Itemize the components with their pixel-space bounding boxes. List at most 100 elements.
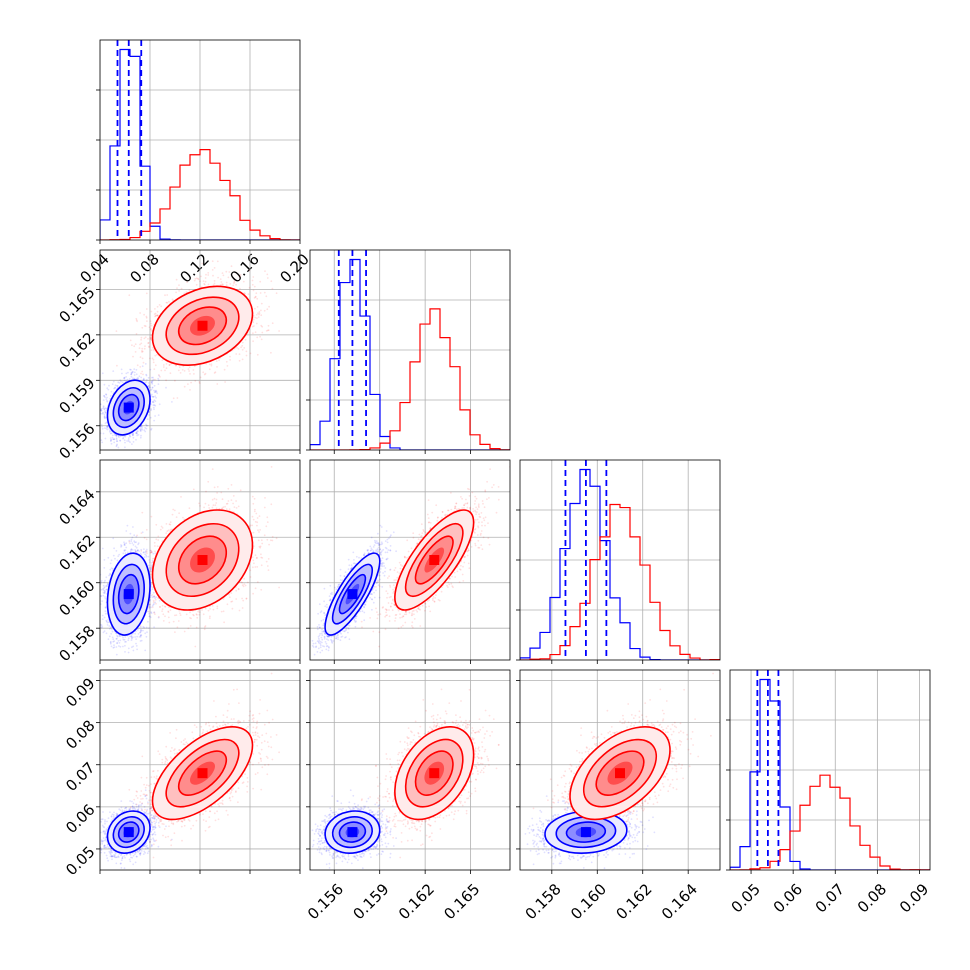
- scatter-point: [131, 371, 134, 374]
- scatter-point: [175, 278, 178, 281]
- scatter-point: [171, 401, 173, 403]
- scatter-point: [104, 410, 106, 412]
- scatter-point: [201, 262, 204, 265]
- scatter-point: [149, 368, 152, 371]
- scatter-point: [113, 438, 116, 441]
- scatter-point: [251, 279, 254, 282]
- scatter-point: [153, 399, 156, 402]
- scatter-point: [174, 379, 176, 382]
- scatter-point: [116, 384, 119, 387]
- scatter-point: [139, 429, 142, 432]
- scatter-point: [158, 403, 161, 406]
- scatter-point: [147, 385, 150, 388]
- scatter-point: [141, 357, 144, 360]
- scatter-point: [107, 388, 110, 391]
- scatter-point: [244, 292, 246, 295]
- scatter-point: [171, 298, 174, 301]
- scatter-point: [165, 379, 168, 382]
- scatter-point: [258, 311, 261, 313]
- scatter-point: [140, 338, 143, 341]
- scatter-point: [145, 315, 148, 318]
- scatter-point: [148, 386, 151, 389]
- scatter-point: [145, 379, 148, 381]
- scatter-point: [168, 363, 171, 366]
- scatter-point: [211, 260, 214, 263]
- scatter-point: [125, 372, 128, 375]
- scatter-point: [154, 400, 157, 403]
- scatter-point: [238, 359, 241, 362]
- scatter-point: [152, 378, 155, 381]
- scatter-point: [182, 365, 185, 368]
- scatter-point: [141, 350, 143, 352]
- scatter-point: [101, 427, 104, 430]
- scatter-point: [235, 283, 238, 286]
- scatter-point: [241, 348, 244, 351]
- scatter-point: [119, 439, 122, 442]
- scatter-point: [155, 389, 157, 392]
- scatter-point: [229, 283, 232, 285]
- scatter-point: [132, 434, 134, 437]
- scatter-point: [152, 400, 155, 403]
- scatter-point: [111, 436, 114, 439]
- scatter-point: [130, 368, 132, 371]
- scatter-point: [138, 347, 141, 350]
- scatter-point: [150, 310, 153, 313]
- scatter-point: [146, 320, 148, 322]
- scatter-point: [157, 374, 160, 376]
- scatter-point: [202, 280, 205, 282]
- scatter-point: [153, 313, 156, 315]
- scatter-point: [222, 283, 224, 286]
- scatter-point: [121, 381, 124, 383]
- scatter-point: [91, 441, 93, 443]
- scatter-point: [119, 435, 122, 438]
- scatter-point: [156, 314, 159, 316]
- scatter-point: [215, 360, 218, 362]
- scatter-point: [193, 279, 196, 282]
- scatter-point: [260, 314, 263, 317]
- scatter-point: [261, 331, 264, 334]
- scatter-point: [139, 428, 142, 431]
- scatter-point: [102, 407, 105, 410]
- scatter-point: [131, 344, 133, 347]
- scatter-point: [104, 427, 106, 429]
- scatter-point: [150, 428, 153, 431]
- scatter-point: [123, 379, 126, 382]
- scatter-point: [102, 432, 105, 435]
- scatter-point: [181, 369, 184, 371]
- scatter-point: [189, 373, 191, 375]
- scatter-point: [104, 422, 107, 425]
- scatter-point: [135, 432, 138, 434]
- scatter-point: [115, 437, 118, 440]
- histogram-0000ff: [100, 48, 300, 240]
- scatter-point: [149, 320, 152, 322]
- scatter-point: [239, 275, 241, 278]
- scatter-point: [103, 415, 106, 417]
- scatter-point: [112, 370, 115, 372]
- scatter-point: [263, 291, 266, 294]
- scatter-point: [178, 290, 181, 292]
- scatter-point: [114, 387, 116, 389]
- scatter-point: [260, 302, 263, 305]
- panel-body: [91, 250, 300, 450]
- scatter-point: [139, 312, 142, 314]
- scatter-point: [102, 405, 105, 407]
- scatter-point: [198, 381, 201, 383]
- scatter-point: [143, 378, 145, 381]
- scatter-point: [113, 387, 115, 390]
- scatter-point: [104, 396, 106, 399]
- scatter-point: [236, 346, 238, 349]
- scatter-point: [224, 381, 227, 383]
- scatter-point: [197, 278, 200, 281]
- scatter-point: [144, 426, 147, 429]
- scatter-point: [147, 376, 150, 379]
- scatter-point: [123, 376, 126, 379]
- scatter-point: [116, 440, 119, 442]
- scatter-point: [136, 364, 139, 367]
- scatter-point: [151, 395, 154, 398]
- scatter-point: [162, 364, 165, 366]
- scatter-point: [101, 425, 103, 428]
- scatter-point: [110, 439, 112, 442]
- scatter-point: [130, 373, 133, 376]
- scatter-point: [217, 276, 220, 279]
